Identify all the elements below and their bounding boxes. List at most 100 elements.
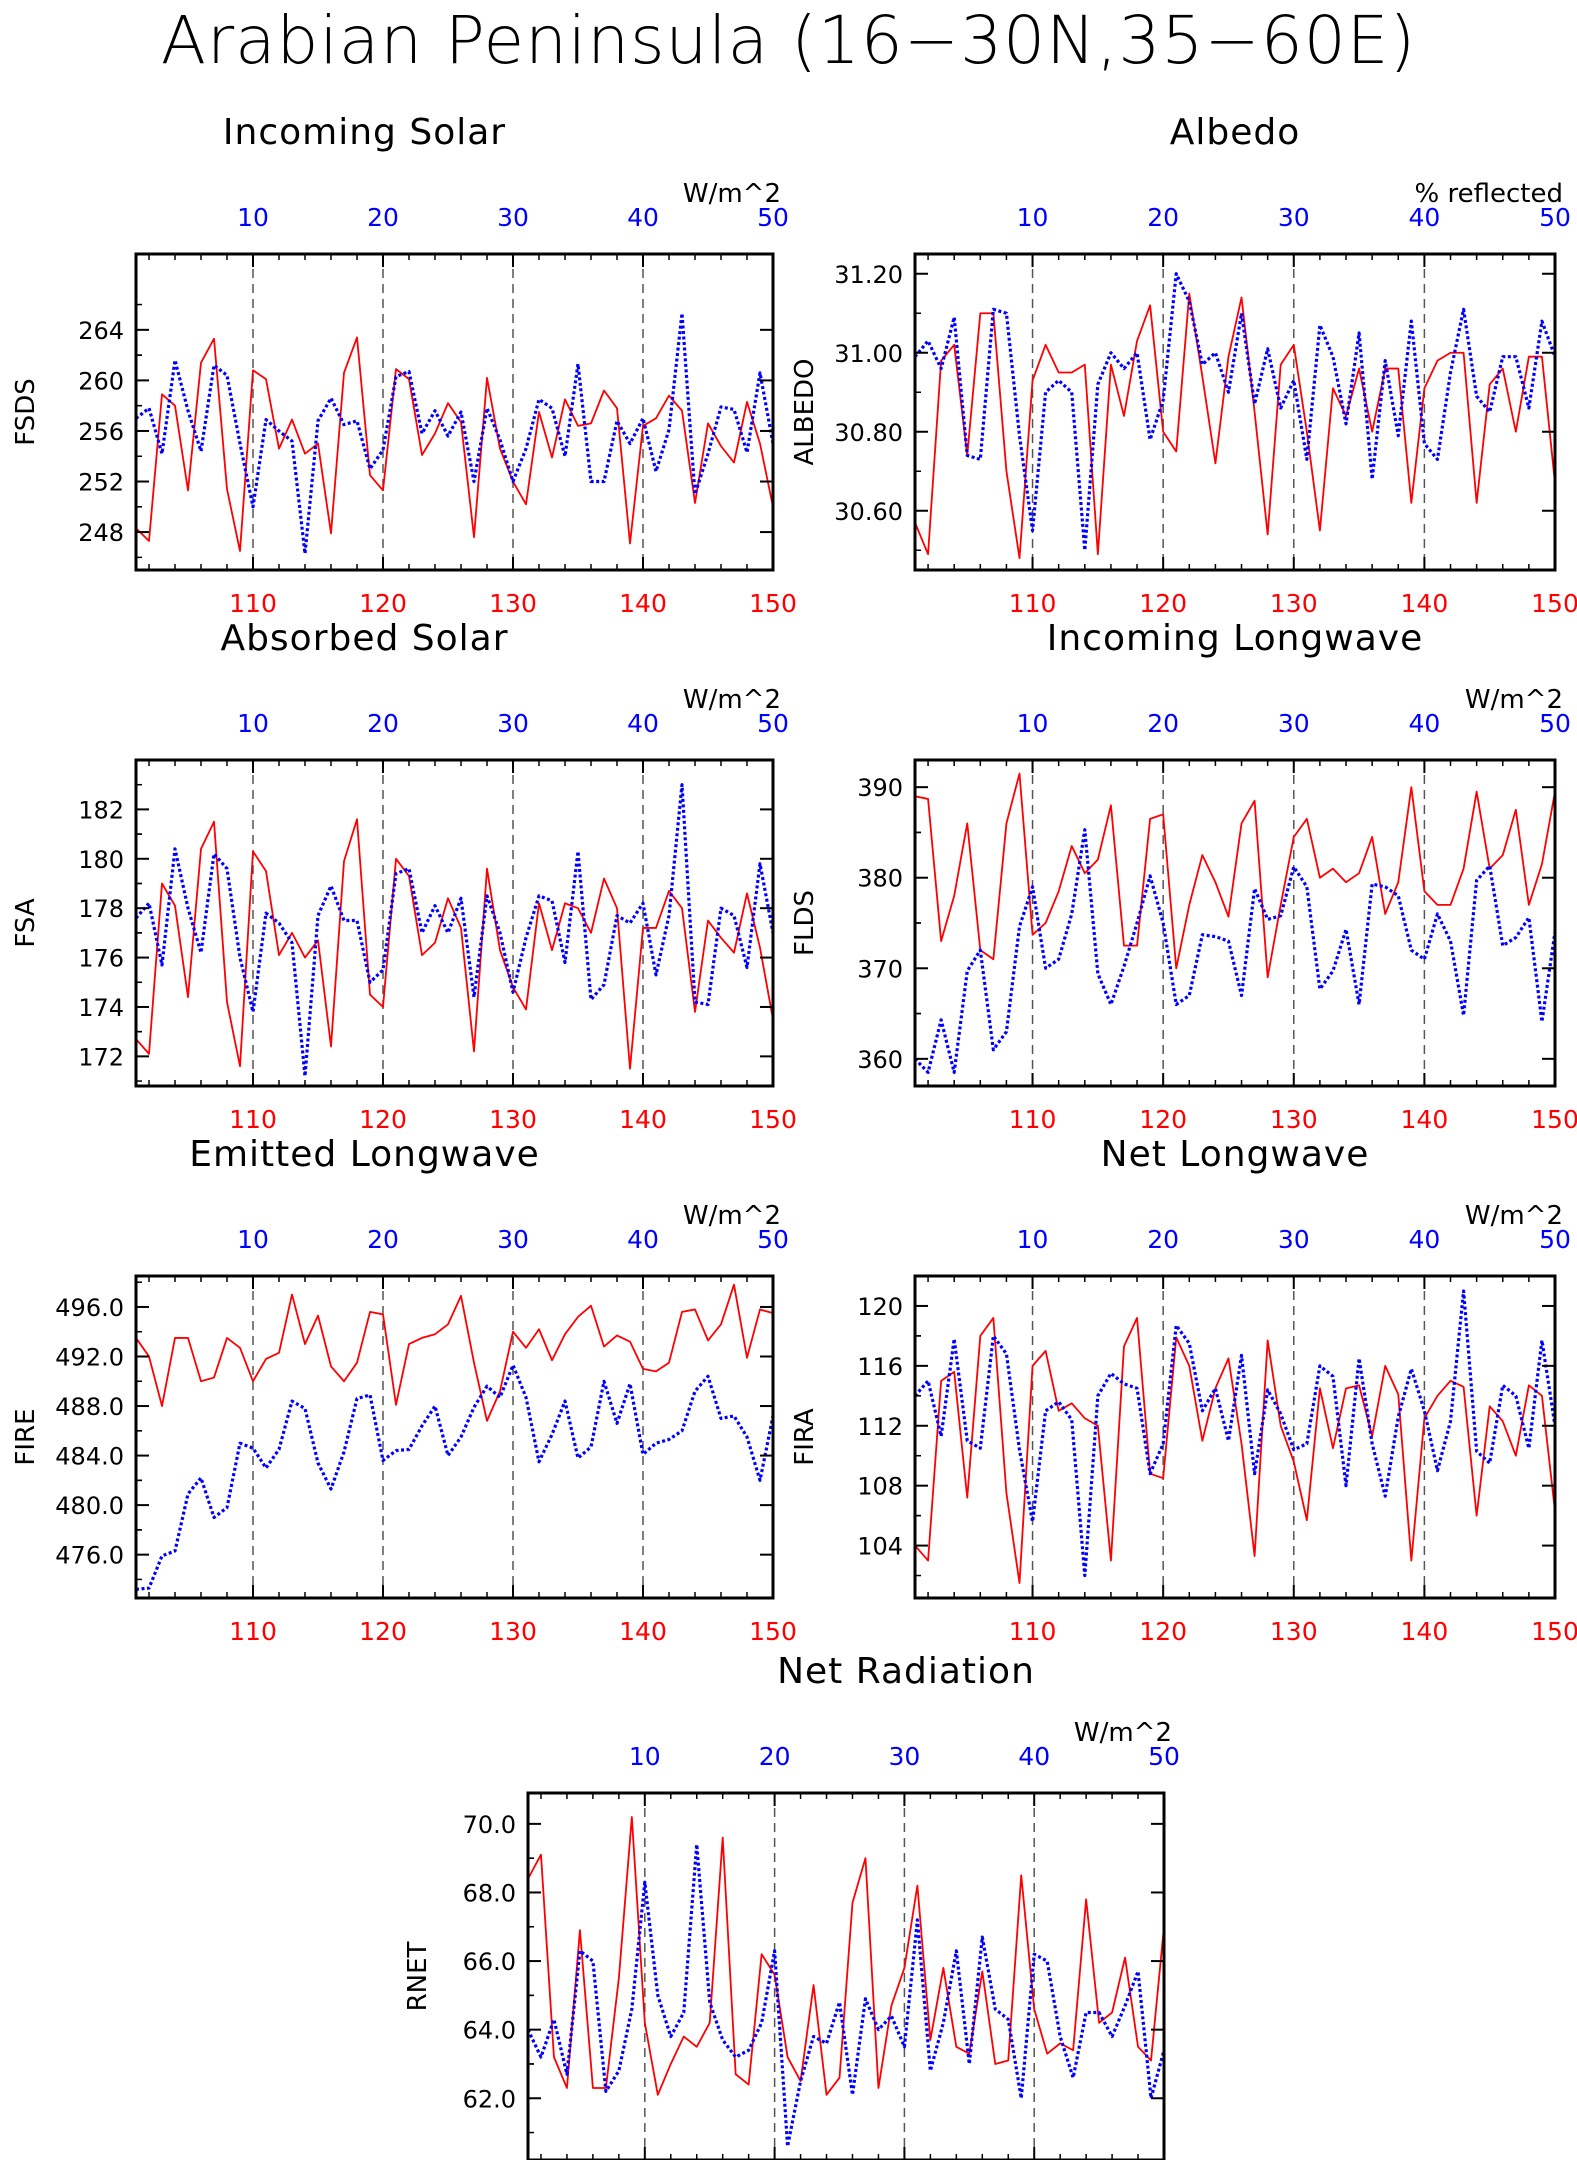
series-red-line <box>135 1283 774 1422</box>
chart-panel-1: Incoming Solar W/m^2 110 120 130 140 150 10 20 30… <box>11 112 797 618</box>
x-tick-label-top: 50 <box>757 709 789 738</box>
x-tick-label-bottom: 140 <box>1401 589 1449 618</box>
chart-panel-5: Emitted Longwave W/m^2 110 120 130 140 150 10 20… <box>11 1134 797 1646</box>
y-axis-label: ALBEDO <box>790 358 820 465</box>
series-blue-line <box>135 311 775 556</box>
series-blue-line <box>913 272 1557 552</box>
x-tick-label-bottom: 140 <box>1401 1617 1449 1646</box>
x-tick-label-top: 40 <box>627 203 659 232</box>
plot-frame <box>526 1791 1166 2160</box>
x-tick-label-top: 20 <box>759 1742 791 1771</box>
x-tick-label-bottom: 130 <box>1270 1105 1318 1134</box>
x-tick-label-top: 10 <box>1017 1225 1049 1254</box>
x-tick-label-bottom: 150 <box>749 1617 797 1646</box>
units-label: W/m^2 <box>683 179 781 209</box>
plot-frame <box>913 252 1557 572</box>
x-tick-label-top: 40 <box>1408 1225 1440 1254</box>
x-tick-label-top: 50 <box>1539 203 1571 232</box>
x-tick-label-bottom: 130 <box>1270 589 1318 618</box>
y-tick-label: 172 <box>78 1043 124 1071</box>
x-tick-label-top: 30 <box>1278 1225 1310 1254</box>
y-tick-label: 488.0 <box>55 1393 124 1421</box>
chart-panel-6: Net Longwave W/m^2 110 120 130 140 150 10 20 30 40… <box>790 1134 1577 1646</box>
series-red-line <box>914 772 1556 979</box>
x-tick-label-bottom: 130 <box>489 589 537 618</box>
y-axis-label: FSDS <box>11 378 41 446</box>
y-tick-label: 248 <box>78 519 124 547</box>
x-tick-label-top: 50 <box>757 1225 789 1254</box>
chart-title: Net Radiation <box>777 1651 1035 1692</box>
series-red-line <box>527 1816 1165 2096</box>
y-tick-label: 252 <box>78 469 124 497</box>
series-blue-line <box>913 828 1557 1075</box>
x-tick-label-top: 10 <box>1017 203 1049 232</box>
chart-title: Net Longwave <box>1101 1134 1370 1175</box>
y-tick-label: 380 <box>857 865 903 893</box>
x-tick-label-top: 50 <box>1539 709 1571 738</box>
y-tick-label: 370 <box>857 955 903 983</box>
plot-frame <box>134 1274 775 1600</box>
x-tick-label-bottom: 120 <box>1139 589 1187 618</box>
y-tick-label: 256 <box>78 418 124 446</box>
y-tick-label: 70.0 <box>463 1811 516 1839</box>
x-tick-label-top: 30 <box>889 1742 921 1771</box>
y-tick-label: 116 <box>857 1353 903 1381</box>
y-tick-label: 182 <box>78 796 124 824</box>
y-axis-label: FLDS <box>790 890 820 956</box>
x-tick-label-bottom: 110 <box>1009 1617 1057 1646</box>
y-tick-label: 66.0 <box>463 1948 516 1976</box>
chart-panel-3: Absorbed Solar W/m^2 110 120 130 140 150 10 20 30… <box>11 618 797 1134</box>
y-axis-label: RNET <box>403 1941 433 2011</box>
x-tick-label-bottom: 120 <box>359 1105 407 1134</box>
chart-title: Absorbed Solar <box>220 618 508 659</box>
units-label: W/m^2 <box>1074 1718 1172 1748</box>
y-tick-label: 30.60 <box>834 498 903 526</box>
y-tick-label: 31.20 <box>834 261 903 289</box>
x-tick-label-bottom: 120 <box>1139 1617 1187 1646</box>
units-label: W/m^2 <box>1465 685 1563 715</box>
x-tick-label-bottom: 150 <box>749 1105 797 1134</box>
y-tick-label: 30.80 <box>834 419 903 447</box>
chart-title: Incoming Longwave <box>1047 618 1424 659</box>
x-tick-label-bottom: 150 <box>749 589 797 618</box>
x-tick-label-top: 50 <box>1539 1225 1571 1254</box>
series-blue-line <box>134 783 775 1078</box>
x-tick-label-top: 10 <box>629 1742 661 1771</box>
units-label: W/m^2 <box>683 1201 781 1231</box>
x-tick-label-top: 10 <box>237 1225 269 1254</box>
x-tick-label-bottom: 110 <box>1009 589 1057 618</box>
x-tick-label-bottom: 110 <box>229 589 277 618</box>
series-blue-line <box>913 1289 1557 1578</box>
chart-title: Incoming Solar <box>223 112 506 153</box>
chart-title: Emitted Longwave <box>189 1134 540 1175</box>
chart-title: Albedo <box>1170 112 1301 153</box>
y-tick-label: 360 <box>857 1046 903 1074</box>
x-tick-label-top: 50 <box>1148 1742 1180 1771</box>
x-tick-label-top: 20 <box>367 709 399 738</box>
y-tick-label: 476.0 <box>55 1542 124 1570</box>
y-tick-label: 174 <box>78 994 124 1022</box>
x-tick-label-top: 50 <box>757 203 789 232</box>
plot-frame <box>134 252 775 572</box>
y-tick-label: 62.0 <box>463 2085 516 2113</box>
y-tick-label: 64.0 <box>463 2017 516 2045</box>
series-blue-line <box>526 1842 1166 2148</box>
x-tick-label-bottom: 120 <box>359 1617 407 1646</box>
y-tick-label: 484.0 <box>55 1443 124 1471</box>
series-red-line <box>914 1317 1556 1584</box>
x-tick-label-top: 20 <box>1147 203 1179 232</box>
units-label: W/m^2 <box>683 685 781 715</box>
plot-frame <box>134 758 775 1088</box>
x-tick-label-top: 20 <box>1147 1225 1179 1254</box>
x-tick-label-bottom: 130 <box>1270 1617 1318 1646</box>
y-tick-label: 496.0 <box>55 1294 124 1322</box>
y-tick-label: 176 <box>78 945 124 973</box>
x-tick-label-top: 20 <box>367 1225 399 1254</box>
y-tick-label: 120 <box>857 1293 903 1321</box>
x-tick-label-top: 40 <box>1408 709 1440 738</box>
x-tick-label-bottom: 130 <box>489 1105 537 1134</box>
x-tick-label-top: 30 <box>497 709 529 738</box>
x-tick-label-top: 40 <box>627 1225 659 1254</box>
chart-panel-4: Incoming Longwave W/m^2 110 120 130 140 150 10 2… <box>790 618 1577 1134</box>
